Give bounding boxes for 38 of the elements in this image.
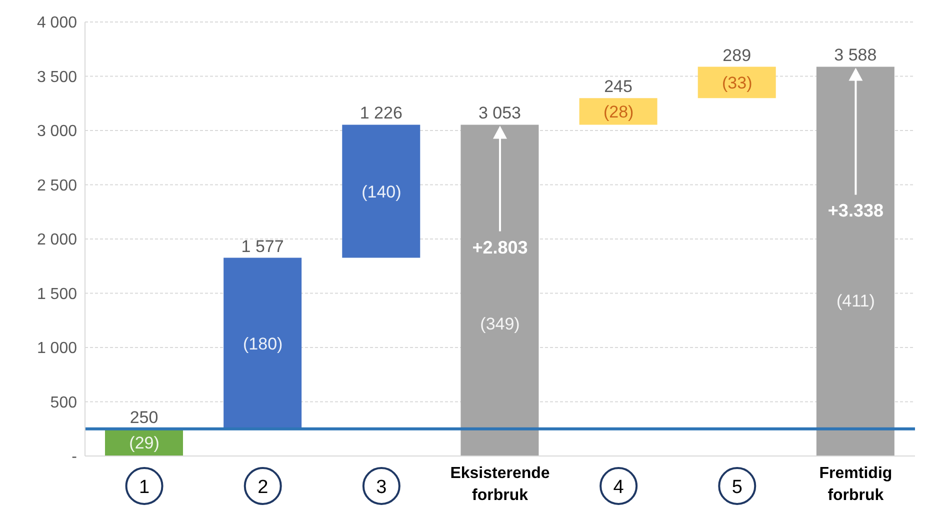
annotation: (33): [722, 73, 752, 92]
bar: [816, 66, 894, 456]
y-tick-label: 1 000: [36, 340, 78, 358]
bar: [579, 98, 658, 125]
data-label: 250: [130, 408, 158, 427]
y-tick-label: 1 500: [36, 286, 78, 303]
data-label: 1 577: [241, 236, 284, 256]
y-tick-label: 2 500: [36, 177, 78, 194]
bar: [698, 66, 776, 98]
annotation: +3.338: [828, 200, 884, 221]
data-label: 3 588: [834, 46, 877, 65]
data-label: 1 226: [360, 104, 402, 123]
bar: [224, 258, 302, 429]
annotation: (28): [603, 102, 634, 122]
data-label: 245: [604, 77, 632, 96]
y-tick-label: 3 500: [36, 68, 78, 86]
bar: [342, 124, 420, 258]
data-label: 289: [722, 46, 752, 65]
y-tick-label: 3 000: [36, 123, 78, 140]
annotation: (29): [129, 433, 160, 452]
y-tick-label: 2 000: [36, 232, 78, 249]
annotation: (180): [243, 334, 283, 354]
y-tick-label: 4 000: [36, 14, 78, 32]
x-tick-label: 1: [138, 477, 150, 498]
x-tick-label: 4: [613, 477, 624, 498]
x-tick-label: 5: [732, 477, 742, 498]
x-tick-label: Fremtidig forbruk: [819, 465, 892, 504]
x-tick-label: Eksisterende forbruk: [450, 465, 550, 504]
y-tick-label: 500: [50, 394, 78, 412]
annotation: (411): [836, 291, 875, 310]
bar: [460, 124, 539, 456]
y-tick-label: -: [72, 448, 77, 466]
annotation: (140): [362, 182, 402, 202]
x-tick-label: 3: [376, 477, 387, 498]
annotation: (349): [480, 314, 520, 334]
data-label: 3 053: [478, 104, 521, 123]
x-tick-label: 2: [258, 477, 268, 498]
annotation: +2.803: [472, 237, 528, 258]
